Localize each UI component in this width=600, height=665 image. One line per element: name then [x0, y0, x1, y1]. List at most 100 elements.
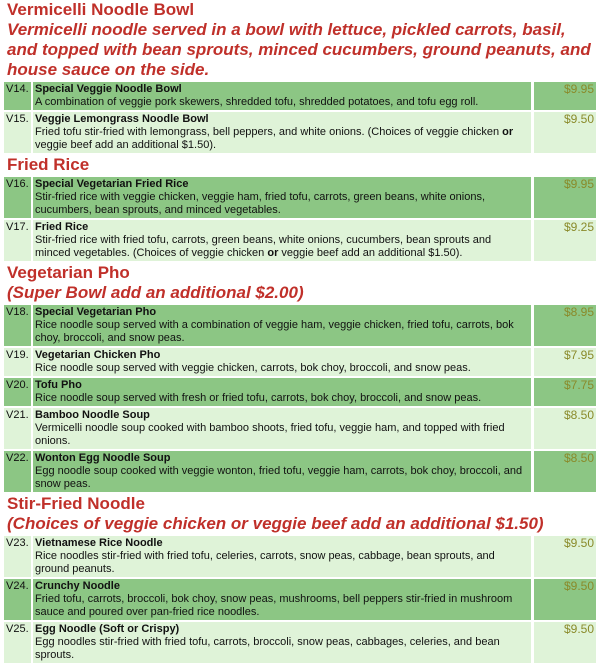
menu-items-table: V23. Vietnamese Rice Noodle Rice noodles s…	[4, 534, 596, 665]
menu-section: Fried Rice V16. Special Vegetarian Fried R…	[4, 155, 596, 263]
item-details: Special Vegetarian Fried Rice Stir-fried …	[33, 177, 534, 218]
item-name: Special Veggie Noodle Bowl	[35, 83, 182, 95]
item-description: Rice noodle soup served with fresh or fr…	[35, 392, 481, 404]
description-text: Rice noodle soup served with a combinati…	[35, 319, 514, 344]
item-price: $9.25	[534, 220, 596, 261]
item-code: V14.	[4, 82, 33, 110]
item-details: Egg Noodle (Soft or Crispy) Egg noodles s…	[33, 622, 534, 663]
menu-item: V14. Special Veggie Noodle Bowl A combinat…	[4, 82, 596, 110]
item-description: Egg noodle soup cooked with veggie wonto…	[35, 465, 522, 490]
item-details: Vietnamese Rice Noodle Rice noodles stir-…	[33, 536, 534, 577]
item-name: Wonton Egg Noodle Soup	[35, 452, 171, 464]
menu-item: V16. Special Vegetarian Fried Rice Stir-fr…	[4, 177, 596, 218]
item-price: $8.50	[534, 451, 596, 492]
menu-item: V15. Veggie Lemongrass Noodle Bowl Fried t…	[4, 112, 596, 153]
description-text: Stir-fried rice with fried tofu, carrots…	[35, 234, 492, 259]
item-price: $7.75	[534, 378, 596, 406]
menu-section: Stir-Fried Noodle (Choices of veggie chic…	[4, 494, 596, 665]
item-code: V19.	[4, 348, 33, 376]
item-price: $9.50	[534, 112, 596, 153]
menu-item: V20. Tofu Pho Rice noodle soup served with…	[4, 378, 596, 406]
item-name: Bamboo Noodle Soup	[35, 409, 150, 421]
item-description: Egg noodles stir-fried with fried tofu, …	[35, 636, 500, 661]
item-name: Vegetarian Chicken Pho	[35, 349, 161, 361]
item-details: Wonton Egg Noodle Soup Egg noodle soup co…	[33, 451, 534, 492]
description-text: veggie beef add an additional $1.50).	[278, 247, 463, 259]
item-description: Fried tofu, carrots, broccoli, bok choy,…	[35, 593, 512, 618]
item-details: Tofu Pho Rice noodle soup served with fre…	[33, 378, 534, 406]
description-text: or	[502, 126, 514, 138]
item-description: A combination of veggie pork skewers, sh…	[35, 96, 478, 108]
description-text: Stir-fried rice with veggie chicken, veg…	[35, 191, 486, 216]
item-price: $9.50	[534, 536, 596, 577]
item-code: V16.	[4, 177, 33, 218]
item-details: Veggie Lemongrass Noodle Bowl Fried tofu …	[33, 112, 534, 153]
item-name: Veggie Lemongrass Noodle Bowl	[35, 113, 209, 125]
description-text: Egg noodles stir-fried with fried tofu, …	[35, 636, 500, 661]
description-text: Fried tofu stir-fried with lemongrass, b…	[35, 126, 503, 138]
description-text: Egg noodle soup cooked with veggie wonto…	[35, 465, 523, 490]
item-details: Fried Rice Stir-fried rice with fried tof…	[33, 220, 534, 261]
menu-section: Vermicelli Noodle Bowl Vermicelli noodle …	[4, 0, 596, 155]
item-details: Vegetarian Chicken Pho Rice noodle soup s…	[33, 348, 534, 376]
item-details: Special Veggie Noodle Bowl A combination …	[33, 82, 534, 110]
item-name: Special Vegetarian Fried Rice	[35, 178, 189, 190]
item-name: Fried Rice	[35, 221, 89, 233]
item-description: Rice noodle soup served with a combinati…	[35, 319, 514, 344]
description-text: Vermicelli noodle soup cooked with bambo…	[35, 422, 505, 447]
item-name: Tofu Pho	[35, 379, 82, 391]
item-name: Egg Noodle (Soft or Crispy)	[35, 623, 180, 635]
item-description: Rice noodle soup served with veggie chic…	[35, 362, 471, 374]
item-description: Fried tofu stir-fried with lemongrass, b…	[35, 126, 513, 151]
section-heading: Vermicelli Noodle Bowl	[7, 0, 195, 19]
item-price: $9.50	[534, 622, 596, 663]
item-description: Rice noodles stir-fried with fried tofu,…	[35, 550, 495, 575]
item-price: $9.95	[534, 82, 596, 110]
description-text: veggie beef add an additional $1.50).	[35, 139, 217, 151]
menu-item: V23. Vietnamese Rice Noodle Rice noodles s…	[4, 536, 596, 577]
item-price: $9.50	[534, 579, 596, 620]
item-details: Crunchy Noodle Fried tofu, carrots, brocc…	[33, 579, 534, 620]
section-heading: Stir-Fried Noodle	[7, 494, 145, 513]
item-description: Vermicelli noodle soup cooked with bambo…	[35, 422, 505, 447]
section-subtitle: (Choices of veggie chicken or veggie bee…	[7, 514, 544, 533]
menu-item: V25. Egg Noodle (Soft or Crispy) Egg noodl…	[4, 622, 596, 663]
item-code: V22.	[4, 451, 33, 492]
item-price: $9.95	[534, 177, 596, 218]
item-code: V15.	[4, 112, 33, 153]
item-details: Special Vegetarian Pho Rice noodle soup s…	[33, 305, 534, 346]
item-price: $7.95	[534, 348, 596, 376]
menu-items-table: V18. Special Vegetarian Pho Rice noodle so…	[4, 303, 596, 494]
description-text: Rice noodles stir-fried with fried tofu,…	[35, 550, 495, 575]
description-text: Rice noodle soup served with veggie chic…	[35, 362, 471, 374]
section-heading: Vegetarian Pho	[7, 263, 130, 282]
section-subtitle: (Super Bowl add an additional $2.00)	[7, 283, 304, 302]
menu-section: Vegetarian Pho (Super Bowl add an additio…	[4, 263, 596, 494]
menu-item: V22. Wonton Egg Noodle Soup Egg noodle sou…	[4, 451, 596, 492]
item-description: Stir-fried rice with veggie chicken, veg…	[35, 191, 485, 216]
item-code: V20.	[4, 378, 33, 406]
item-code: V25.	[4, 622, 33, 663]
item-name: Crunchy Noodle	[35, 580, 120, 592]
item-name: Special Vegetarian Pho	[35, 306, 157, 318]
item-code: V18.	[4, 305, 33, 346]
item-price: $8.95	[534, 305, 596, 346]
menu-item: V21. Bamboo Noodle Soup Vermicelli noodle …	[4, 408, 596, 449]
item-code: V21.	[4, 408, 33, 449]
item-code: V23.	[4, 536, 33, 577]
menu-items-table: V14. Special Veggie Noodle Bowl A combinat…	[4, 80, 596, 155]
menu-item: V19. Vegetarian Chicken Pho Rice noodle so…	[4, 348, 596, 376]
item-description: Stir-fried rice with fried tofu, carrots…	[35, 234, 491, 259]
description-text: A combination of veggie pork skewers, sh…	[35, 96, 479, 108]
item-code: V24.	[4, 579, 33, 620]
description-text: Rice noodle soup served with fresh or fr…	[35, 392, 482, 404]
description-text: Fried tofu, carrots, broccoli, bok choy,…	[35, 593, 513, 618]
section-subtitle: Vermicelli noodle served in a bowl with …	[7, 20, 591, 79]
item-code: V17.	[4, 220, 33, 261]
item-name: Vietnamese Rice Noodle	[35, 537, 163, 549]
menu-item: V17. Fried Rice Stir-fried rice with fried…	[4, 220, 596, 261]
menu-items-table: V16. Special Vegetarian Fried Rice Stir-fr…	[4, 175, 596, 263]
item-details: Bamboo Noodle Soup Vermicelli noodle soup…	[33, 408, 534, 449]
section-heading: Fried Rice	[7, 155, 90, 174]
